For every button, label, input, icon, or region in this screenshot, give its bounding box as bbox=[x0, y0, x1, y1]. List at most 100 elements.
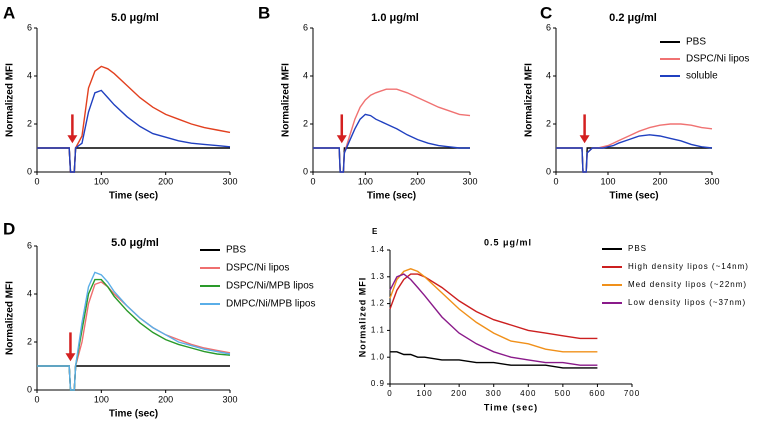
x-tick-label: 300 bbox=[486, 389, 502, 398]
data-line bbox=[37, 65, 231, 173]
data-line bbox=[37, 281, 231, 391]
y-tick-label: 0 bbox=[27, 166, 32, 176]
y-tick-label: 6 bbox=[546, 22, 551, 32]
panel-label: D bbox=[3, 219, 15, 238]
panel: E 0.5 μg/ml 0 100 200 300 400 500 600 700 0.9 1.0 1.… bbox=[357, 227, 749, 412]
data-line bbox=[556, 147, 712, 173]
y-tick-label: 0 bbox=[546, 166, 551, 176]
chart-title: 0.2 μg/ml bbox=[609, 12, 657, 24]
y-axis-label: Normalized MFI bbox=[5, 63, 16, 137]
x-tick-label: 300 bbox=[704, 176, 719, 186]
x-tick-label: 300 bbox=[462, 176, 477, 186]
x-tick-label: 0 bbox=[387, 389, 392, 398]
y-tick-label: 0 bbox=[303, 166, 308, 176]
legend-label: Med density lipos (~22nm) bbox=[628, 280, 747, 289]
x-tick-label: 300 bbox=[222, 176, 237, 186]
y-tick-label: 6 bbox=[27, 240, 32, 250]
x-axis-label: Time (sec) bbox=[109, 409, 158, 420]
legend-label: Low density lipos (~37nm) bbox=[628, 298, 746, 307]
chart-title: 5.0 μg/ml bbox=[111, 237, 159, 249]
x-tick-label: 100 bbox=[416, 389, 432, 398]
data-line bbox=[37, 278, 231, 391]
y-axis-label: Normalized MFI bbox=[357, 277, 367, 358]
x-tick-label: 0 bbox=[34, 176, 39, 186]
x-tick-label: 0 bbox=[553, 176, 558, 186]
x-tick-label: 200 bbox=[451, 389, 467, 398]
x-axis-label: Time (sec) bbox=[367, 191, 416, 202]
x-axis-label: Time (sec) bbox=[109, 191, 158, 202]
injection-arrow-head bbox=[67, 135, 78, 144]
y-tick-label: 1.1 bbox=[371, 326, 385, 335]
legend-label: DMPC/Ni/MPB lipos bbox=[226, 299, 315, 310]
chart-title: 1.0 μg/ml bbox=[371, 12, 419, 24]
legend-label: soluble bbox=[686, 71, 718, 82]
y-tick-label: 2 bbox=[546, 118, 551, 128]
panel-label: B bbox=[258, 3, 270, 22]
data-line bbox=[389, 273, 598, 340]
x-tick-label: 100 bbox=[94, 394, 109, 404]
y-tick-label: 0.9 bbox=[371, 379, 385, 388]
x-tick-label: 100 bbox=[358, 176, 373, 186]
injection-arrow-head bbox=[336, 135, 347, 144]
y-tick-label: 4 bbox=[27, 288, 32, 298]
y-tick-label: 6 bbox=[27, 22, 32, 32]
y-tick-label: 4 bbox=[546, 70, 551, 80]
data-line bbox=[37, 271, 231, 391]
legend-label: PBS bbox=[226, 245, 246, 256]
x-axis-label: Time (sec) bbox=[484, 402, 538, 412]
panel: C 0.2 μg/ml 0 100 200 300 0 2 4 6 Time (sec) Normal… bbox=[524, 3, 750, 201]
y-tick-label: 2 bbox=[303, 118, 308, 128]
data-line bbox=[313, 147, 470, 173]
legend-label: PBS bbox=[686, 37, 706, 48]
data-line bbox=[37, 147, 230, 173]
x-tick-label: 700 bbox=[624, 389, 640, 398]
data-line bbox=[389, 268, 598, 353]
chart-title: 0.5 μg/ml bbox=[484, 237, 532, 247]
data-line bbox=[37, 89, 231, 173]
panel-label: E bbox=[372, 227, 378, 236]
panel-label: C bbox=[540, 3, 552, 22]
y-tick-label: 2 bbox=[27, 336, 32, 346]
data-line bbox=[37, 365, 230, 391]
data-line bbox=[390, 351, 598, 369]
panel: A 5.0 μg/ml 0 100 200 300 0 2 4 6 Time (sec) Normal… bbox=[3, 3, 238, 201]
y-axis-label: Normalized MFI bbox=[5, 281, 16, 355]
legend-label: PBS bbox=[628, 244, 647, 253]
panel: B 1.0 μg/ml 0 100 200 300 0 2 4 6 Time (sec) Normal… bbox=[258, 3, 478, 201]
injection-arrow-head bbox=[65, 353, 76, 362]
data-line bbox=[389, 273, 598, 366]
y-tick-label: 0 bbox=[27, 384, 32, 394]
y-axis-label: Normalized MFI bbox=[281, 63, 292, 137]
x-tick-label: 400 bbox=[520, 389, 536, 398]
legend-label: DSPC/Ni lipos bbox=[686, 54, 749, 65]
x-tick-label: 200 bbox=[158, 394, 173, 404]
y-tick-label: 1.2 bbox=[371, 299, 385, 308]
x-tick-label: 200 bbox=[410, 176, 425, 186]
y-axis-label: Normalized MFI bbox=[524, 63, 535, 137]
y-tick-label: 2 bbox=[27, 118, 32, 128]
panel: D 5.0 μg/ml 0 100 200 300 0 2 4 6 Time (sec) Normal… bbox=[3, 219, 315, 419]
x-tick-label: 600 bbox=[589, 389, 605, 398]
x-tick-label: 0 bbox=[34, 394, 39, 404]
y-tick-label: 1.0 bbox=[371, 352, 385, 361]
x-tick-label: 0 bbox=[310, 176, 315, 186]
chart-title: 5.0 μg/ml bbox=[111, 12, 159, 24]
legend-label: High density lipos (~14nm) bbox=[628, 262, 749, 271]
data-line bbox=[556, 134, 713, 173]
panel-label: A bbox=[3, 3, 15, 22]
x-tick-label: 200 bbox=[652, 176, 667, 186]
data-line bbox=[313, 113, 470, 173]
x-axis-label: Time (sec) bbox=[609, 191, 658, 202]
legend-label: DSPC/Ni/MPB lipos bbox=[226, 281, 314, 292]
x-tick-label: 500 bbox=[555, 389, 571, 398]
legend-label: DSPC/Ni lipos bbox=[226, 263, 289, 274]
y-tick-label: 4 bbox=[27, 70, 32, 80]
x-tick-label: 300 bbox=[222, 394, 237, 404]
x-tick-label: 200 bbox=[158, 176, 173, 186]
x-tick-label: 100 bbox=[94, 176, 109, 186]
y-tick-label: 4 bbox=[303, 70, 308, 80]
injection-arrow-head bbox=[579, 135, 590, 144]
x-tick-label: 100 bbox=[600, 176, 615, 186]
y-tick-label: 1.3 bbox=[371, 272, 385, 281]
